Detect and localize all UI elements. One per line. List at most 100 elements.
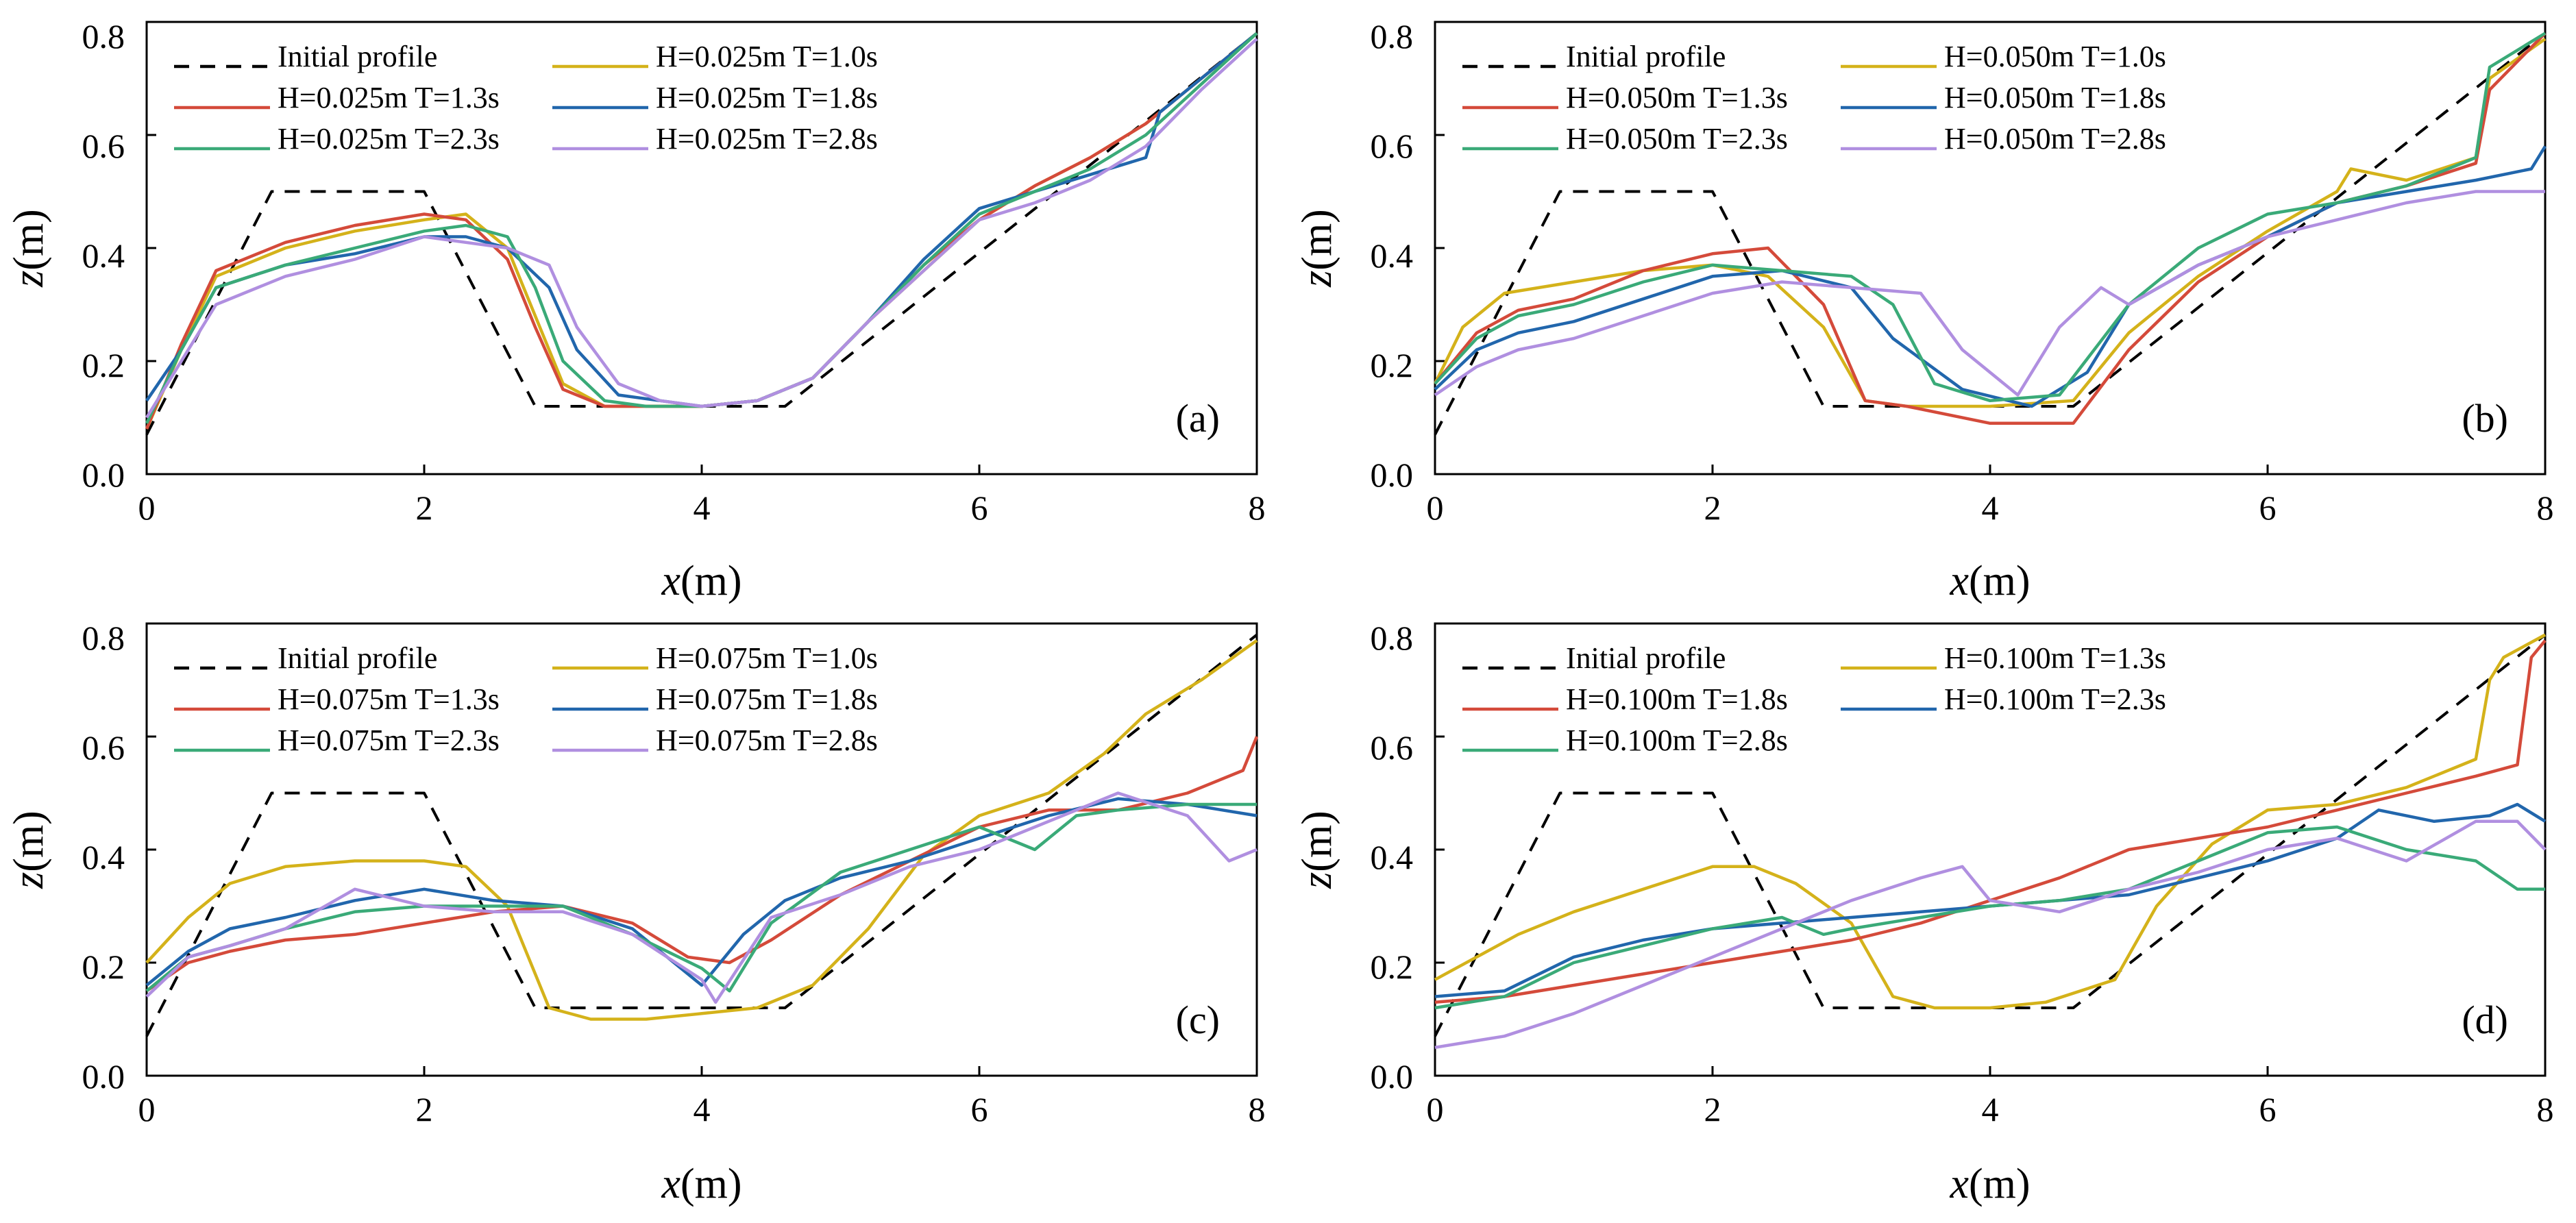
panel-c-ylabel-var: z [5,872,52,889]
panel-d-series-0 [1434,633,2547,1037]
panel-d-series-2 [1434,639,2547,1004]
panel-a-xtick-3: 6 [971,489,988,527]
panel-d-xtick-0: 0 [1427,1090,1444,1128]
panel-c-series-0 [145,633,1258,1037]
panel-a-label: (a) [1176,396,1220,441]
panel-b-series-1 [1433,37,2547,408]
panel-b-xtick-1: 2 [1704,489,1721,527]
panel-c-series-4 [145,802,1257,993]
panel-c-xtick-1: 2 [416,1090,433,1128]
panel-c-xtick-3: 6 [971,1090,988,1128]
panel-a-xtick-4: 8 [1249,489,1266,527]
panel-c-xlabel-unit: (m) [680,1161,742,1207]
panel-d-ylabel-var: z [1294,872,1340,889]
panel-c-ytick-1: 0.2 [82,948,125,986]
panel-d-ylabel-unit: (m) [1294,811,1340,872]
panel-b-ytick-1: 0.2 [1371,346,1414,384]
panel-b-ylabel: z(m) [1294,209,1340,288]
panel-b-series-3 [1434,145,2547,408]
panel-a-ytick-0: 0.0 [82,456,125,494]
panel-c-label: (c) [1176,998,1220,1042]
panel-b-label: (b) [2462,396,2508,441]
panel-d-xtick-4: 8 [2537,1090,2554,1128]
panel-b: (b) x(m) z(m) 0 2 4 6 8 0.0 0.2 0.4 0.6 … [1294,17,2554,604]
panel-c-legend-label-1: H=0.075m T=1.0s [656,641,878,675]
panel-a-ylabel: z(m) [5,209,52,288]
panel-b-series-4 [1434,32,2547,403]
panel-c-legend-label-5: H=0.075m T=2.8s [656,724,878,757]
panel-d-xtick-1: 2 [1704,1090,1721,1128]
panel-d-xtick-3: 6 [2259,1090,2277,1128]
panel-b-ylabel-unit: (m) [1294,209,1340,271]
panel-b-xlabel: x(m) [1949,558,2030,604]
panel-a: (a) x(m) z(m) 0 2 4 6 8 0.0 0.2 0.4 0.6 … [5,17,1266,604]
panel-a-ylabel-var: z [5,271,52,288]
panel-c-ylabel-unit: (m) [5,811,52,872]
panel-d-legend-label-3: H=0.100m T=2.3s [1944,682,2166,716]
panel-a-legend-label-0: Initial profile [278,40,437,73]
panel-a-legend-label-4: H=0.025m T=2.3s [278,122,500,156]
panel-d-series-1 [1434,633,2547,1010]
panel-c-ytick-4: 0.8 [82,619,125,657]
panel-c-series-5 [145,791,1258,1004]
panel-a-xlabel: x(m) [661,558,741,604]
panel-a-xlabel-unit: (m) [680,558,742,604]
panel-b-legend-label-5: H=0.050m T=2.8s [1944,122,2166,156]
panel-b-ytick-4: 0.8 [1371,17,1414,55]
panel-b-xlabel-unit: (m) [1969,558,2031,604]
panel-b-ytick-3: 0.6 [1371,127,1414,165]
panel-a-xtick-1: 2 [416,489,433,527]
panel-b-legend-label-4: H=0.050m T=2.3s [1566,122,1788,156]
panel-c-legend-label-2: H=0.075m T=1.3s [278,682,500,716]
panel-d-ytick-3: 0.6 [1371,728,1414,767]
panel-c-ytick-2: 0.4 [82,838,125,876]
panel-a-legend-label-1: H=0.025m T=1.0s [656,40,878,73]
panel-b-ytick-2: 0.4 [1371,236,1414,275]
panel-a-ytick-4: 0.8 [82,17,125,55]
panel-a-ylabel-unit: (m) [5,209,52,271]
panel-a-xlabel-var: x [661,558,680,604]
panel-a-series-0 [145,32,1258,436]
panel-a-xtick-2: 4 [694,489,711,527]
panel-d-series-5 [1434,819,2547,1050]
panel-b-legend-label-1: H=0.050m T=1.0s [1944,40,2166,73]
panel-b-xtick-0: 0 [1427,489,1444,527]
panel-c-xlabel: x(m) [661,1161,741,1207]
panel-d-legend-label-4: H=0.100m T=2.8s [1566,724,1788,757]
panel-b-xtick-4: 8 [2537,489,2554,527]
panel-c-xtick-2: 4 [694,1090,711,1128]
panel-c-series-3 [145,797,1258,987]
panel-d-ytick-2: 0.4 [1371,838,1414,876]
panel-c-legend-label-4: H=0.075m T=2.3s [278,724,500,757]
panel-a-series-5 [145,38,1258,419]
panel-b-ylabel-var: z [1294,271,1340,288]
panel-c-series-1 [145,639,1258,1021]
panel-a-legend-label-2: H=0.025m T=1.3s [278,81,500,114]
panel-c-xtick-0: 0 [138,1090,156,1128]
panel-c-ytick-0: 0.0 [82,1057,125,1096]
panel-d-legend-label-0: Initial profile [1566,641,1726,675]
panel-d-ylabel: z(m) [1294,811,1340,889]
panel-b-legend-label-3: H=0.050m T=1.8s [1944,81,2166,114]
panel-d-xtick-2: 4 [1982,1090,1999,1128]
panel-a-legend-label-3: H=0.025m T=1.8s [656,81,878,114]
panel-c-series-2 [145,736,1259,993]
panel-b-xlabel-var: x [1949,558,1969,604]
panel-a-legend-label-5: H=0.025m T=2.8s [656,122,878,156]
panel-a-ytick-2: 0.4 [82,236,125,275]
panel-b-legend-label-0: Initial profile [1566,40,1726,73]
panel-c-legend-label-0: Initial profile [278,641,437,675]
panel-b-xtick-3: 6 [2259,489,2277,527]
panel-d-xlabel-var: x [1949,1161,1969,1207]
panel-d-legend-label-1: H=0.100m T=1.3s [1944,641,2166,675]
panel-d-label: (d) [2462,998,2508,1042]
panel-b-legend-label-2: H=0.050m T=1.3s [1566,81,1788,114]
panel-b-series-0 [1434,32,2547,436]
panel-b-xtick-2: 4 [1982,489,1999,527]
panel-c: (c) x(m) z(m) 0 2 4 6 8 0.0 0.2 0.4 0.6 … [5,619,1266,1207]
panel-a-xtick-0: 0 [138,489,156,527]
panel-d-ytick-0: 0.0 [1371,1057,1414,1096]
panel-d-xlabel-unit: (m) [1969,1161,2031,1207]
panel-d-legend-label-2: H=0.100m T=1.8s [1566,682,1788,716]
